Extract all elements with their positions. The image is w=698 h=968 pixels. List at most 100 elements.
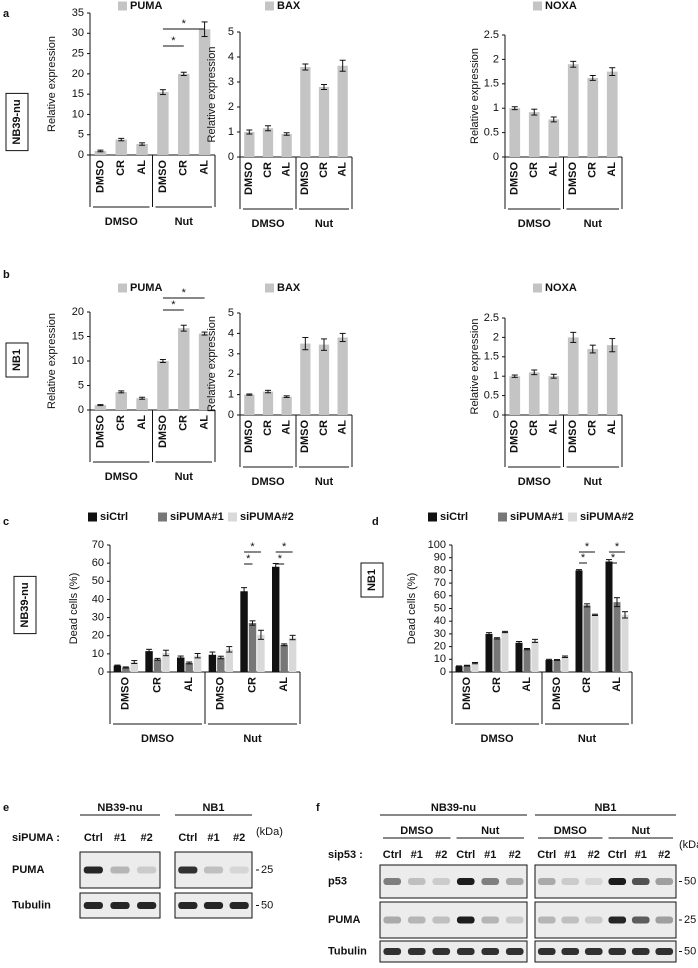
blot-band	[83, 902, 103, 909]
lane-label: #1	[635, 849, 647, 861]
legend-swatch	[118, 283, 127, 293]
y-tick-label: 30	[434, 628, 446, 640]
blot-panel	[534, 864, 677, 899]
marker-label: 50	[684, 875, 696, 887]
bar	[531, 640, 539, 672]
y-tick-label: 1	[493, 370, 499, 382]
blot-band	[655, 948, 674, 955]
bar	[548, 376, 560, 415]
bar	[178, 328, 190, 410]
bar	[122, 667, 130, 672]
y-tick-label: 15	[72, 88, 84, 100]
significance-star: *	[581, 552, 586, 564]
y-tick-label: 50	[92, 575, 104, 587]
bar	[262, 128, 274, 157]
treatment-label: Nut	[632, 825, 651, 837]
blot-panel	[379, 901, 528, 939]
x-tick-label: DMSO	[157, 160, 169, 193]
group-label: Nut	[584, 476, 603, 488]
bar	[198, 29, 211, 156]
bar	[606, 345, 618, 415]
bar	[185, 662, 193, 672]
blot-band	[383, 948, 402, 955]
significance-star: *	[246, 553, 251, 565]
group-label: Nut	[243, 733, 262, 745]
legend-label: PUMA	[130, 0, 162, 12]
lane-label: #1	[484, 849, 496, 861]
y-tick-label: 4	[228, 327, 234, 339]
lane-header: sip53 :	[328, 849, 363, 861]
blot-band	[561, 878, 580, 885]
lane-label: Ctrl	[178, 832, 197, 844]
bar	[153, 659, 162, 672]
cell-line-header: NB1	[594, 802, 616, 814]
bar	[162, 652, 170, 672]
bar	[208, 654, 217, 672]
legend-label: siPUMA#2	[240, 511, 294, 523]
bar	[113, 665, 122, 672]
x-tick-label: AL	[548, 162, 560, 177]
x-tick-label: AL	[281, 162, 293, 177]
y-tick-label: 15	[72, 330, 84, 342]
blot-band	[655, 878, 674, 885]
x-tick-label: DMSO	[461, 677, 473, 710]
y-tick-label: 5	[78, 129, 84, 141]
y-tick-label: 5	[78, 379, 84, 391]
bar	[136, 398, 148, 410]
y-tick-label: 20	[72, 306, 84, 318]
marker-label: 25	[684, 914, 696, 926]
y-tick-label: 0.5	[484, 127, 499, 139]
blot-band	[229, 902, 249, 909]
y-tick-label: 60	[92, 557, 104, 569]
y-tick-label: 0	[228, 151, 234, 163]
x-tick-label: DMSO	[509, 162, 521, 195]
bar	[157, 361, 169, 410]
blot-band	[631, 878, 650, 885]
panel-letter: a	[3, 8, 10, 20]
blot-band	[631, 948, 650, 955]
blot-band	[584, 916, 603, 924]
x-tick-label: DMSO	[94, 415, 106, 448]
y-tick-label: 20	[434, 641, 446, 653]
x-tick-label: DMSO	[299, 162, 311, 195]
group-label: DMSO	[141, 733, 174, 745]
group-label: DMSO	[481, 733, 514, 745]
bar	[318, 344, 330, 415]
y-tick-label: 0	[493, 151, 499, 163]
y-axis-label: Relative expression	[46, 36, 58, 132]
bar	[94, 405, 107, 410]
legend-label: BAX	[277, 0, 301, 12]
y-tick-label: 1	[493, 102, 499, 114]
cell-line-box	[5, 92, 29, 152]
blot-band	[481, 878, 500, 885]
bar	[613, 602, 621, 672]
x-tick-label: CR	[528, 420, 540, 436]
panel-letter: b	[3, 269, 10, 281]
blot-band	[110, 902, 130, 909]
y-tick-label: 2	[493, 331, 499, 343]
blot-panel	[534, 901, 677, 939]
panel-letter: d	[372, 516, 379, 528]
lane-label: #2	[233, 832, 245, 844]
x-tick-label: DMSO	[509, 420, 521, 453]
bar	[493, 638, 501, 672]
blot-band	[561, 916, 580, 924]
y-tick-label: 40	[434, 615, 446, 627]
x-tick-label: DMSO	[243, 420, 255, 453]
significance-star: *	[278, 553, 283, 565]
cell-line-box	[5, 342, 29, 378]
y-tick-label: 30	[72, 27, 84, 39]
cell-line-box	[360, 562, 384, 598]
lane-label: #1	[114, 832, 126, 844]
y-tick-label: 0	[78, 149, 84, 161]
legend-swatch	[265, 283, 274, 293]
group-label: DMSO	[105, 216, 138, 228]
bar	[300, 67, 311, 157]
significance-star: *	[282, 541, 287, 553]
legend-label: siPUMA#1	[170, 511, 224, 523]
x-tick-label: CR	[491, 677, 503, 693]
blot-band	[383, 916, 402, 924]
y-tick-label: 0.5	[484, 390, 499, 402]
bar	[193, 655, 202, 672]
bar	[587, 349, 599, 415]
